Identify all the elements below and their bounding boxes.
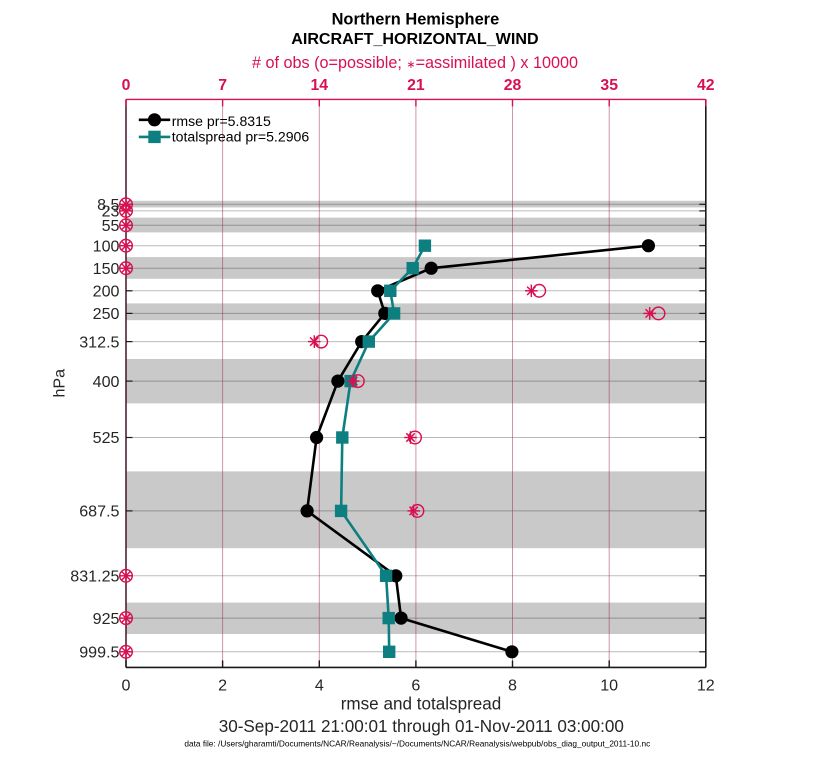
- svg-text:999.5: 999.5: [79, 644, 119, 662]
- svg-text:data file: /Users/gharamti/Doc: data file: /Users/gharamti/Documents/NCA…: [184, 739, 650, 749]
- svg-text:7: 7: [218, 77, 227, 94]
- svg-text:4: 4: [315, 676, 324, 694]
- svg-text:400: 400: [93, 373, 120, 391]
- svg-text:21: 21: [407, 77, 425, 94]
- svg-text:14: 14: [311, 77, 329, 94]
- svg-text:hPa: hPa: [51, 369, 69, 398]
- svg-text:0: 0: [122, 77, 131, 94]
- svg-text:30-Sep-2011 21:00:01 through 0: 30-Sep-2011 21:00:01 through 01-Nov-2011…: [219, 717, 624, 736]
- svg-text:2: 2: [218, 676, 227, 694]
- svg-text:6: 6: [411, 676, 420, 694]
- svg-text:55: 55: [102, 217, 120, 235]
- svg-text:8: 8: [508, 676, 517, 694]
- svg-text:35: 35: [600, 77, 618, 94]
- svg-text:23: 23: [102, 203, 120, 221]
- svg-text:rmse and totalspread: rmse and totalspread: [341, 695, 502, 714]
- svg-text:Northern Hemisphere: Northern Hemisphere: [332, 10, 500, 28]
- svg-text:100: 100: [93, 237, 120, 255]
- svg-text:AIRCRAFT_HORIZONTAL_WIND: AIRCRAFT_HORIZONTAL_WIND: [291, 30, 538, 48]
- svg-text:totalspread pr=5.2906: totalspread pr=5.2906: [172, 129, 310, 145]
- svg-text:10: 10: [600, 676, 618, 694]
- svg-text:28: 28: [504, 77, 522, 94]
- svg-text:150: 150: [93, 260, 120, 278]
- svg-text:687.5: 687.5: [79, 503, 119, 521]
- svg-text:925: 925: [93, 610, 120, 628]
- svg-text:rmse pr=5.8315: rmse pr=5.8315: [172, 113, 271, 129]
- svg-text:0: 0: [122, 676, 131, 694]
- svg-text:200: 200: [93, 283, 120, 301]
- svg-text:831.25: 831.25: [70, 568, 119, 586]
- svg-text:12: 12: [697, 676, 715, 694]
- svg-text:# of obs (o=possible; ∗=assimi: # of obs (o=possible; ∗=assimilated ) x …: [252, 54, 578, 72]
- svg-text:525: 525: [93, 429, 120, 447]
- svg-text:250: 250: [93, 305, 120, 323]
- svg-text:312.5: 312.5: [79, 333, 119, 351]
- svg-text:8.5: 8.5: [97, 196, 119, 214]
- svg-text:42: 42: [697, 77, 715, 94]
